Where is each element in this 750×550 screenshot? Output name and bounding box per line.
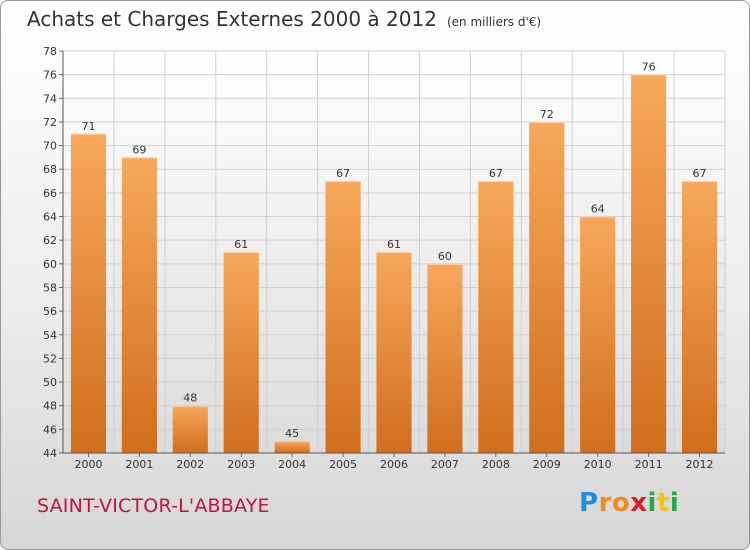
unit-text: (en milliers d'€) bbox=[446, 15, 542, 29]
data-label: 61 bbox=[387, 238, 401, 251]
data-label: 76 bbox=[642, 61, 656, 74]
bar bbox=[681, 181, 718, 453]
data-label: 61 bbox=[234, 238, 248, 251]
x-tick-label: 2008 bbox=[482, 458, 510, 471]
x-tick-label: 2012 bbox=[686, 458, 714, 471]
x-tick-label: 2005 bbox=[329, 458, 357, 471]
y-tick-label: 64 bbox=[43, 211, 57, 224]
y-tick-label: 60 bbox=[43, 258, 57, 271]
y-tick-label: 54 bbox=[43, 329, 57, 342]
data-label: 67 bbox=[693, 167, 707, 180]
bar bbox=[172, 405, 208, 453]
bar bbox=[631, 74, 667, 453]
data-label: 67 bbox=[489, 167, 503, 180]
bar bbox=[376, 252, 412, 453]
bar bbox=[529, 121, 565, 454]
data-label: 48 bbox=[183, 392, 197, 405]
y-tick-label: 58 bbox=[43, 281, 57, 294]
x-tick-label: 2003 bbox=[227, 458, 255, 471]
x-tick-label: 2002 bbox=[176, 458, 204, 471]
chart-title: Achats et Charges Externes 2000 à 2012 (e… bbox=[27, 7, 541, 31]
x-tick-label: 2000 bbox=[74, 458, 102, 471]
title-text: Achats et Charges Externes 2000 à 2012 bbox=[27, 7, 437, 31]
data-label: 71 bbox=[81, 120, 95, 133]
bar bbox=[121, 157, 157, 454]
bar bbox=[478, 181, 514, 453]
logo-letter: i bbox=[647, 488, 657, 518]
y-tick-label: 48 bbox=[43, 400, 57, 413]
bar bbox=[580, 216, 616, 453]
y-tick-label: 52 bbox=[43, 352, 57, 365]
x-tick-label: 2004 bbox=[278, 458, 306, 471]
x-tick-label: 2007 bbox=[431, 458, 459, 471]
data-label: 60 bbox=[438, 250, 452, 263]
logo-letter: P bbox=[579, 488, 599, 518]
commune-name: SAINT-VICTOR-L'ABBAYE bbox=[37, 495, 270, 517]
bar bbox=[223, 252, 259, 453]
data-label: 69 bbox=[132, 143, 146, 156]
bar bbox=[325, 181, 361, 453]
logo-letter: x bbox=[630, 488, 648, 518]
logo-letter: t bbox=[656, 488, 670, 518]
y-tick-label: 66 bbox=[43, 187, 57, 200]
y-tick-label: 72 bbox=[43, 116, 57, 129]
data-label: 64 bbox=[591, 203, 605, 216]
y-tick-label: 50 bbox=[43, 376, 57, 389]
y-tick-label: 78 bbox=[43, 45, 57, 58]
x-tick-label: 2010 bbox=[584, 458, 612, 471]
data-label: 67 bbox=[336, 167, 350, 180]
x-tick-label: 2006 bbox=[380, 458, 408, 471]
x-tick-label: 2009 bbox=[533, 458, 561, 471]
data-label: 72 bbox=[540, 108, 554, 121]
y-tick-label: 70 bbox=[43, 140, 57, 153]
bar bbox=[274, 441, 310, 453]
x-tick-label: 2001 bbox=[125, 458, 153, 471]
logo-letter: i bbox=[669, 488, 680, 518]
y-tick-label: 74 bbox=[43, 92, 57, 105]
x-tick-label: 2011 bbox=[635, 458, 663, 471]
logo-letter: o bbox=[611, 488, 631, 518]
y-tick-label: 76 bbox=[43, 69, 57, 82]
logo-letter: r bbox=[598, 488, 612, 518]
bar bbox=[427, 263, 463, 453]
y-tick-label: 46 bbox=[43, 423, 57, 436]
data-label: 45 bbox=[285, 427, 299, 440]
y-tick-label: 62 bbox=[43, 234, 57, 247]
y-tick-label: 44 bbox=[43, 447, 57, 460]
proxiti-logo: Proxiti bbox=[579, 488, 679, 518]
y-tick-label: 68 bbox=[43, 163, 57, 176]
bar bbox=[70, 133, 107, 453]
y-tick-label: 56 bbox=[43, 305, 57, 318]
